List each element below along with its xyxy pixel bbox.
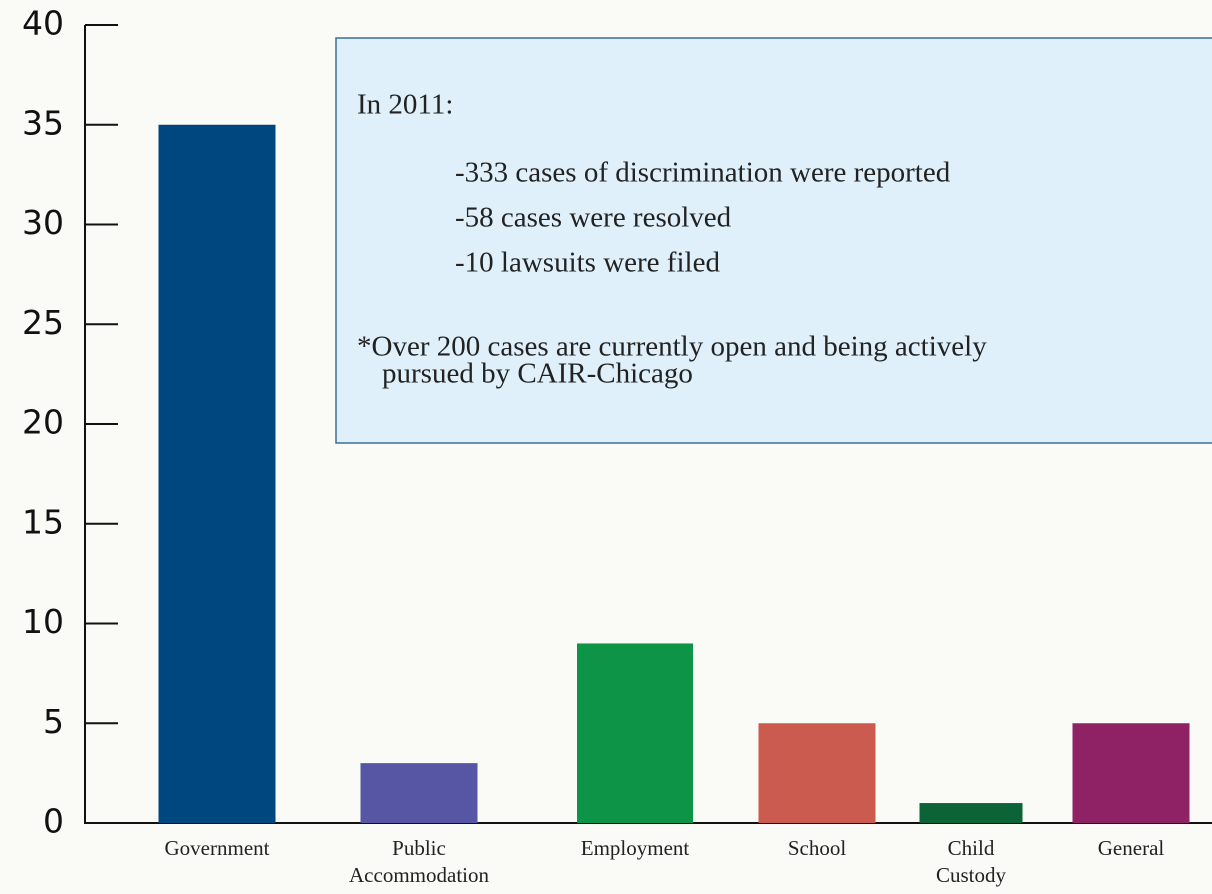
annotation-heading: In 2011: (357, 89, 453, 121)
y-tick-label: 25 (22, 303, 64, 342)
y-tick-label: 5 (43, 702, 64, 741)
annotation-box (335, 37, 1212, 444)
bar (1072, 723, 1190, 823)
y-tick-label: 0 (43, 802, 64, 841)
y-tick-label: 30 (22, 203, 64, 242)
bar (360, 763, 478, 823)
annotation-item: -10 lawsuits were filed (455, 247, 720, 279)
bar (919, 803, 1023, 823)
x-tick-label: Public Accommodation (349, 836, 489, 887)
bar (758, 723, 876, 823)
annotation-item: -58 cases were resolved (455, 202, 732, 234)
y-tick-label: 40 (22, 4, 64, 43)
annotation-item: -333 cases of discrimination were report… (455, 157, 951, 189)
x-tick-label: Child Custody (936, 836, 1007, 887)
bar (158, 124, 276, 823)
x-tick-label: Government (165, 836, 270, 860)
y-tick-label: 35 (22, 103, 64, 142)
x-tick-label: Employment (581, 836, 690, 860)
annotation-note: *Over 200 cases are currently open and b… (357, 331, 987, 363)
x-tick-label: General (1098, 836, 1165, 860)
annotation-note: pursued by CAIR-Chicago (382, 358, 693, 390)
y-tick-label: 15 (22, 502, 64, 541)
bar (577, 643, 693, 823)
x-tick-label: School (788, 836, 847, 860)
y-tick-label: 10 (22, 602, 64, 641)
y-tick-label: 20 (22, 403, 64, 442)
